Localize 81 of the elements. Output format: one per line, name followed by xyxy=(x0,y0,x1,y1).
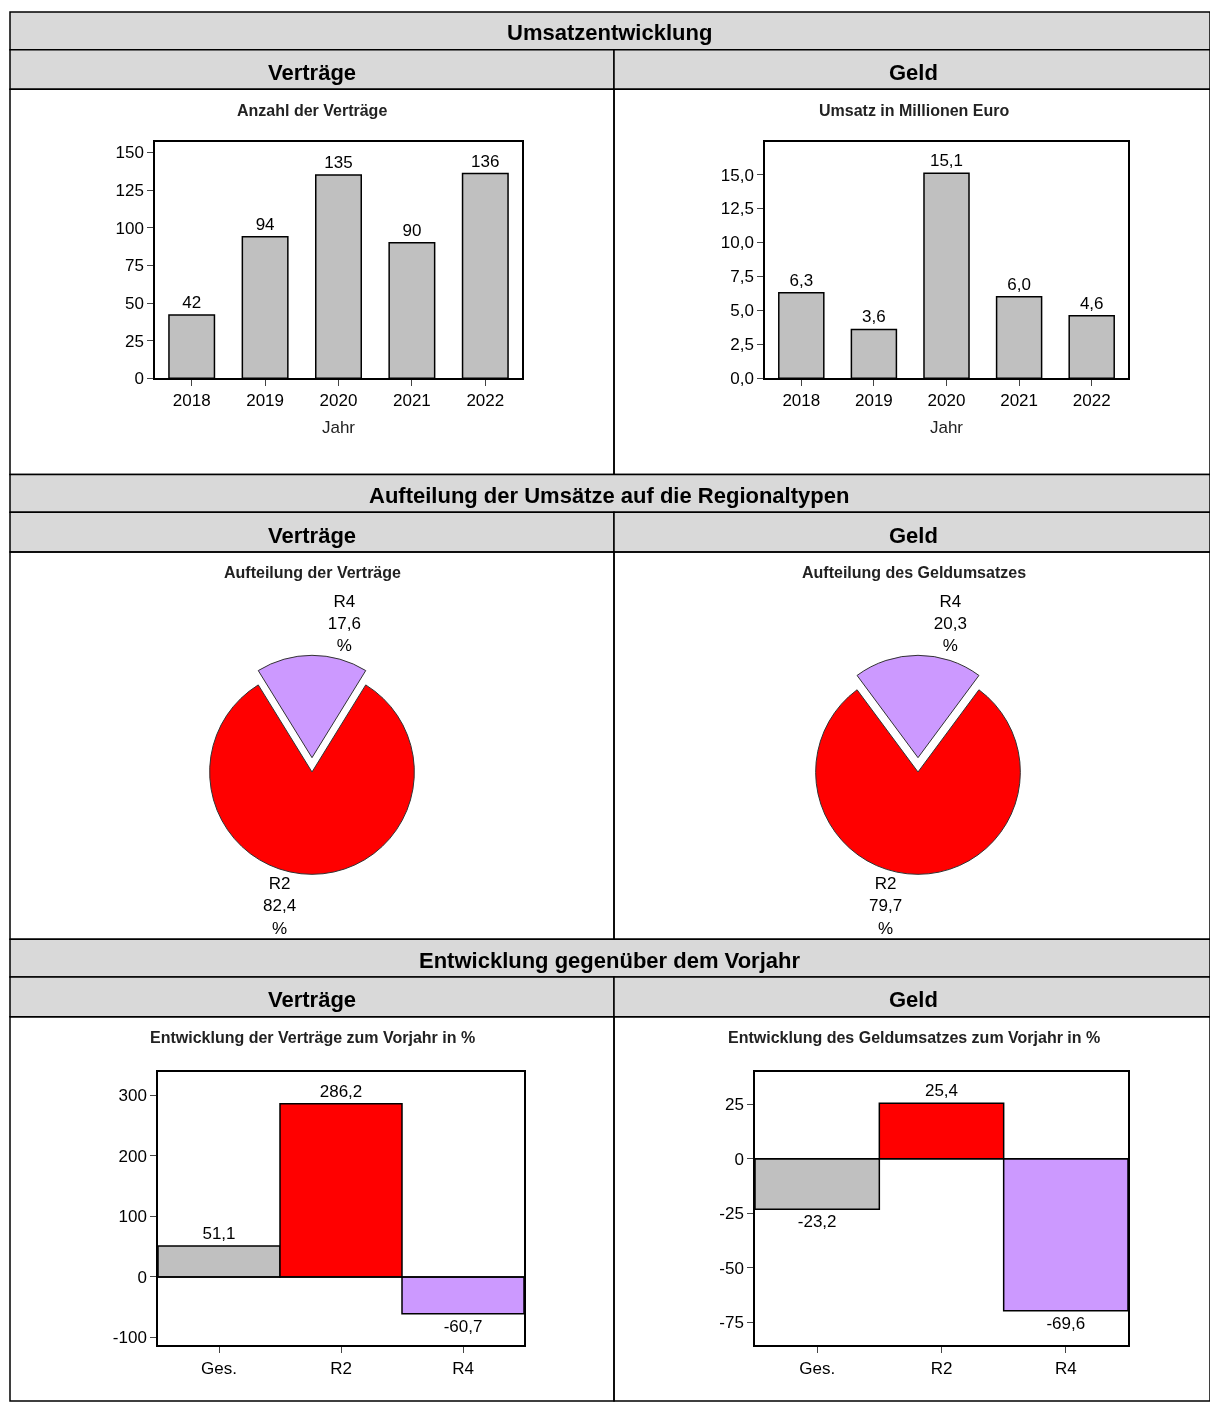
data-label: 94 xyxy=(255,214,275,234)
text: Aufteilung der Umsätze auf die Regionaltypen xyxy=(369,483,850,508)
x-axis-title: Jahr xyxy=(321,418,356,438)
data-label: 4,6 xyxy=(1079,293,1104,313)
text: Geld xyxy=(889,60,938,85)
y-tick-label: 100 xyxy=(118,1207,147,1227)
y-tick-label: 125 xyxy=(115,181,144,201)
y-tick-label: 12,5 xyxy=(720,199,754,219)
data-label: 135 xyxy=(324,153,353,173)
y-tick-label: 150 xyxy=(115,143,144,163)
y-tick-label: 25 xyxy=(124,331,144,351)
data-label: 79,7 % xyxy=(869,896,903,938)
chart-title: Aufteilung des Geldumsatzes xyxy=(802,564,1027,581)
y-tick-label: 5,0 xyxy=(730,301,754,321)
x-tick-label: 2018 xyxy=(172,391,211,411)
data-label: 20,3 % xyxy=(933,614,967,656)
x-tick-label: R2 xyxy=(330,1358,352,1378)
y-tick-label: -25 xyxy=(719,1204,744,1224)
x-tick-label: R2 xyxy=(930,1358,953,1378)
chart-title: Aufteilung der Verträge xyxy=(224,564,402,581)
y-tick-label: 200 xyxy=(118,1146,147,1166)
y-tick-label: 25 xyxy=(724,1094,744,1114)
data-label: -60,7 xyxy=(443,1316,483,1336)
y-tick-label: 7,5 xyxy=(730,267,754,287)
chart-title: Anzahl der Verträge xyxy=(237,102,388,119)
slice-label: R4 xyxy=(333,592,356,612)
y-tick-label: 0,0 xyxy=(730,369,754,389)
y-tick-label: 0 xyxy=(734,1149,744,1169)
y-tick-label: 75 xyxy=(124,256,144,276)
data-label: -23,2 xyxy=(797,1212,837,1232)
x-tick-label: 2021 xyxy=(1000,391,1039,411)
chart-title: Entwicklung des Geldumsatzes zum Vorjahr in % xyxy=(728,1029,1101,1046)
x-axis-title: Jahr xyxy=(929,418,964,438)
data-label: 286,2 xyxy=(319,1081,363,1101)
y-tick-label: 0 xyxy=(134,369,144,389)
data-label: 15,1 xyxy=(929,151,964,171)
y-tick-label: -75 xyxy=(719,1313,744,1333)
y-tick-label: 2,5 xyxy=(730,335,754,355)
y-tick-label: 100 xyxy=(115,218,144,238)
data-label: 25,4 xyxy=(924,1081,959,1101)
y-tick-label: 0 xyxy=(137,1267,147,1287)
slice-label: R2 xyxy=(874,874,897,894)
y-tick-label: 10,0 xyxy=(720,233,754,253)
y-tick-label: -50 xyxy=(719,1258,744,1278)
text: Umsatzentwicklung xyxy=(507,20,713,45)
x-tick-label: 2019 xyxy=(854,391,893,411)
x-tick-label: 2020 xyxy=(319,391,358,411)
data-label: 17,6 % xyxy=(327,614,361,656)
x-tick-label: Ges. xyxy=(799,1358,836,1378)
text: Geld xyxy=(889,523,938,548)
text: Entwicklung gegenüber dem Vorjahr xyxy=(419,948,801,973)
text: Verträge xyxy=(268,987,357,1012)
x-tick-label: R4 xyxy=(1054,1358,1077,1378)
chart-title: Umsatz in Millionen Euro xyxy=(819,102,1010,119)
x-tick-label: 2022 xyxy=(1072,391,1111,411)
y-tick-label: 300 xyxy=(118,1086,147,1106)
y-tick-label: 15,0 xyxy=(720,165,754,185)
text: Geld xyxy=(889,987,938,1012)
x-tick-label: Ges. xyxy=(201,1358,237,1378)
data-label: 82,4 % xyxy=(263,896,297,938)
data-label: 6,3 xyxy=(789,270,814,290)
x-tick-label: 2020 xyxy=(927,391,966,411)
text: Verträge xyxy=(268,60,357,85)
data-label: 42 xyxy=(182,293,202,313)
x-tick-label: 2018 xyxy=(782,391,821,411)
data-label: 6,0 xyxy=(1007,274,1031,294)
slice-label: R4 xyxy=(939,592,962,612)
y-tick-label: -100 xyxy=(112,1328,147,1348)
x-tick-label: 2021 xyxy=(392,391,431,411)
data-label: -69,6 xyxy=(1046,1313,1086,1333)
data-label: 3,6 xyxy=(862,307,886,327)
x-tick-label: 2019 xyxy=(246,391,285,411)
y-tick-label: 50 xyxy=(124,293,144,313)
slice-label: R2 xyxy=(268,874,291,894)
x-tick-label: 2022 xyxy=(466,391,505,411)
data-label: 90 xyxy=(402,220,422,240)
text: Verträge xyxy=(268,523,357,548)
x-tick-label: R4 xyxy=(452,1358,474,1378)
chart-title: Entwicklung der Verträge zum Vorjahr in % xyxy=(150,1029,476,1046)
data-label: 51,1 xyxy=(202,1224,236,1244)
data-label: 136 xyxy=(471,151,500,171)
